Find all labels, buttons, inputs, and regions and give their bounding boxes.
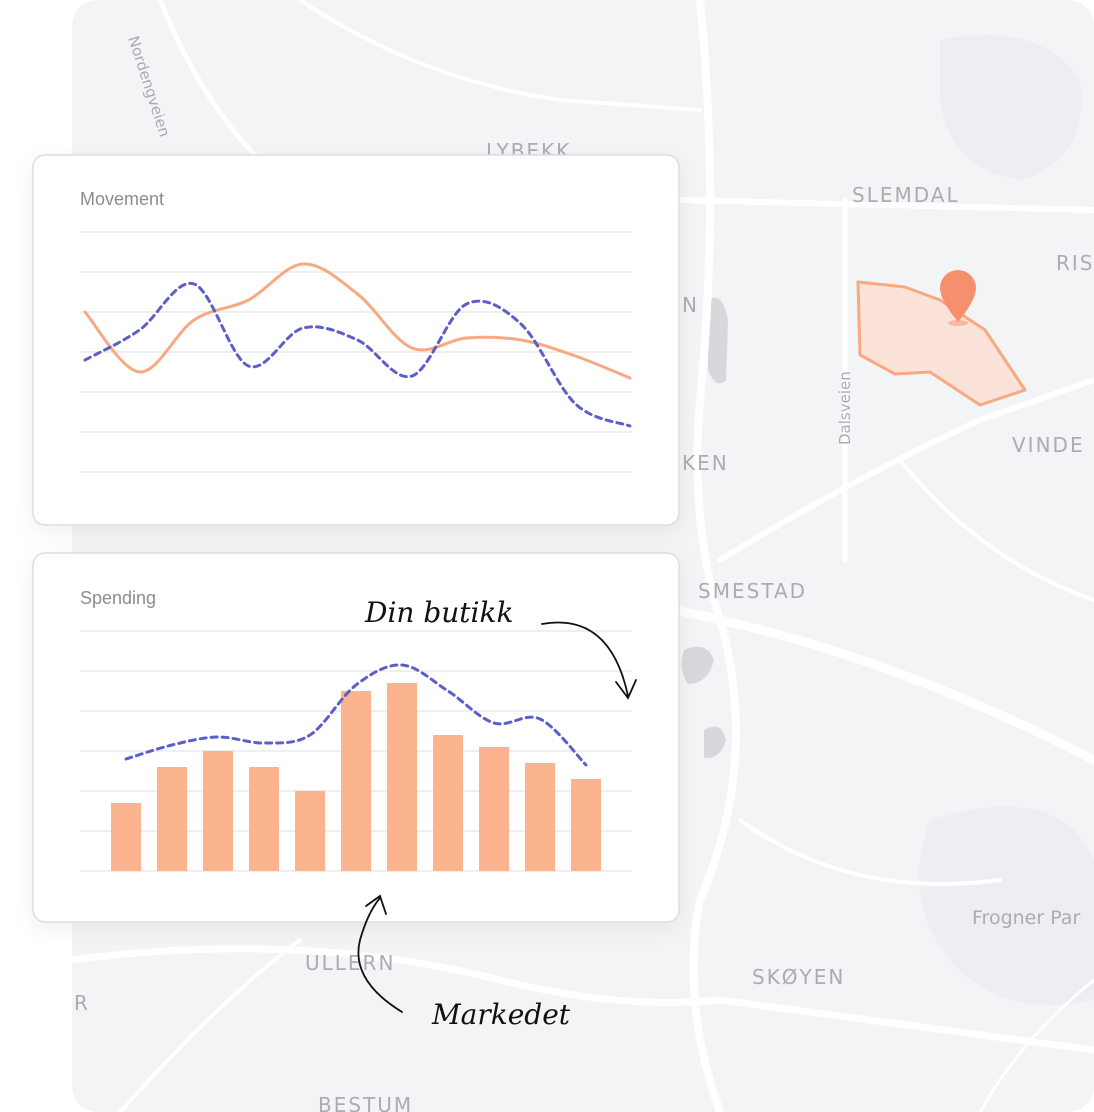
map-label: ULLERN [305,951,395,975]
bar [525,763,555,871]
map-label: BESTUM [318,1093,413,1112]
bar [157,767,187,871]
map-label: RIS [1056,251,1094,275]
line-series [83,262,632,380]
movement-card [32,154,680,526]
map-label: SKØYEN [752,965,845,989]
map-label: SMESTAD [698,579,807,603]
chart-title: Movement [80,189,164,209]
pin-shadow [948,320,968,326]
annotations: Din butikk Markedet [357,596,637,1031]
map-label: SLEMDAL [852,183,960,207]
annotation-arrow [541,621,637,700]
bar [111,803,141,871]
bar [433,735,463,871]
annotation: Din butikk [364,596,513,629]
map-label: KEN [682,451,729,475]
bar [203,751,233,871]
bar [571,779,601,871]
bar [295,791,325,871]
chart-title: Spending [80,588,156,608]
map-label: R [74,991,90,1015]
annotation: Markedet [431,998,571,1031]
bar [387,683,417,871]
annotation-arrow [357,894,403,1013]
area-highlight [856,270,1027,407]
bar [341,691,371,871]
map-label: Frogner Par [972,907,1080,929]
store-area [856,280,1027,407]
chart [80,630,632,872]
bar [479,747,509,871]
map-label: VINDE [1012,433,1085,457]
map-label: N [682,293,699,317]
line-series [124,663,588,767]
map-label: Dalsveien [836,371,854,445]
location-pin [940,270,976,322]
chart [80,231,632,473]
bar [249,767,279,871]
line-series [83,281,632,428]
map-water [681,297,728,759]
